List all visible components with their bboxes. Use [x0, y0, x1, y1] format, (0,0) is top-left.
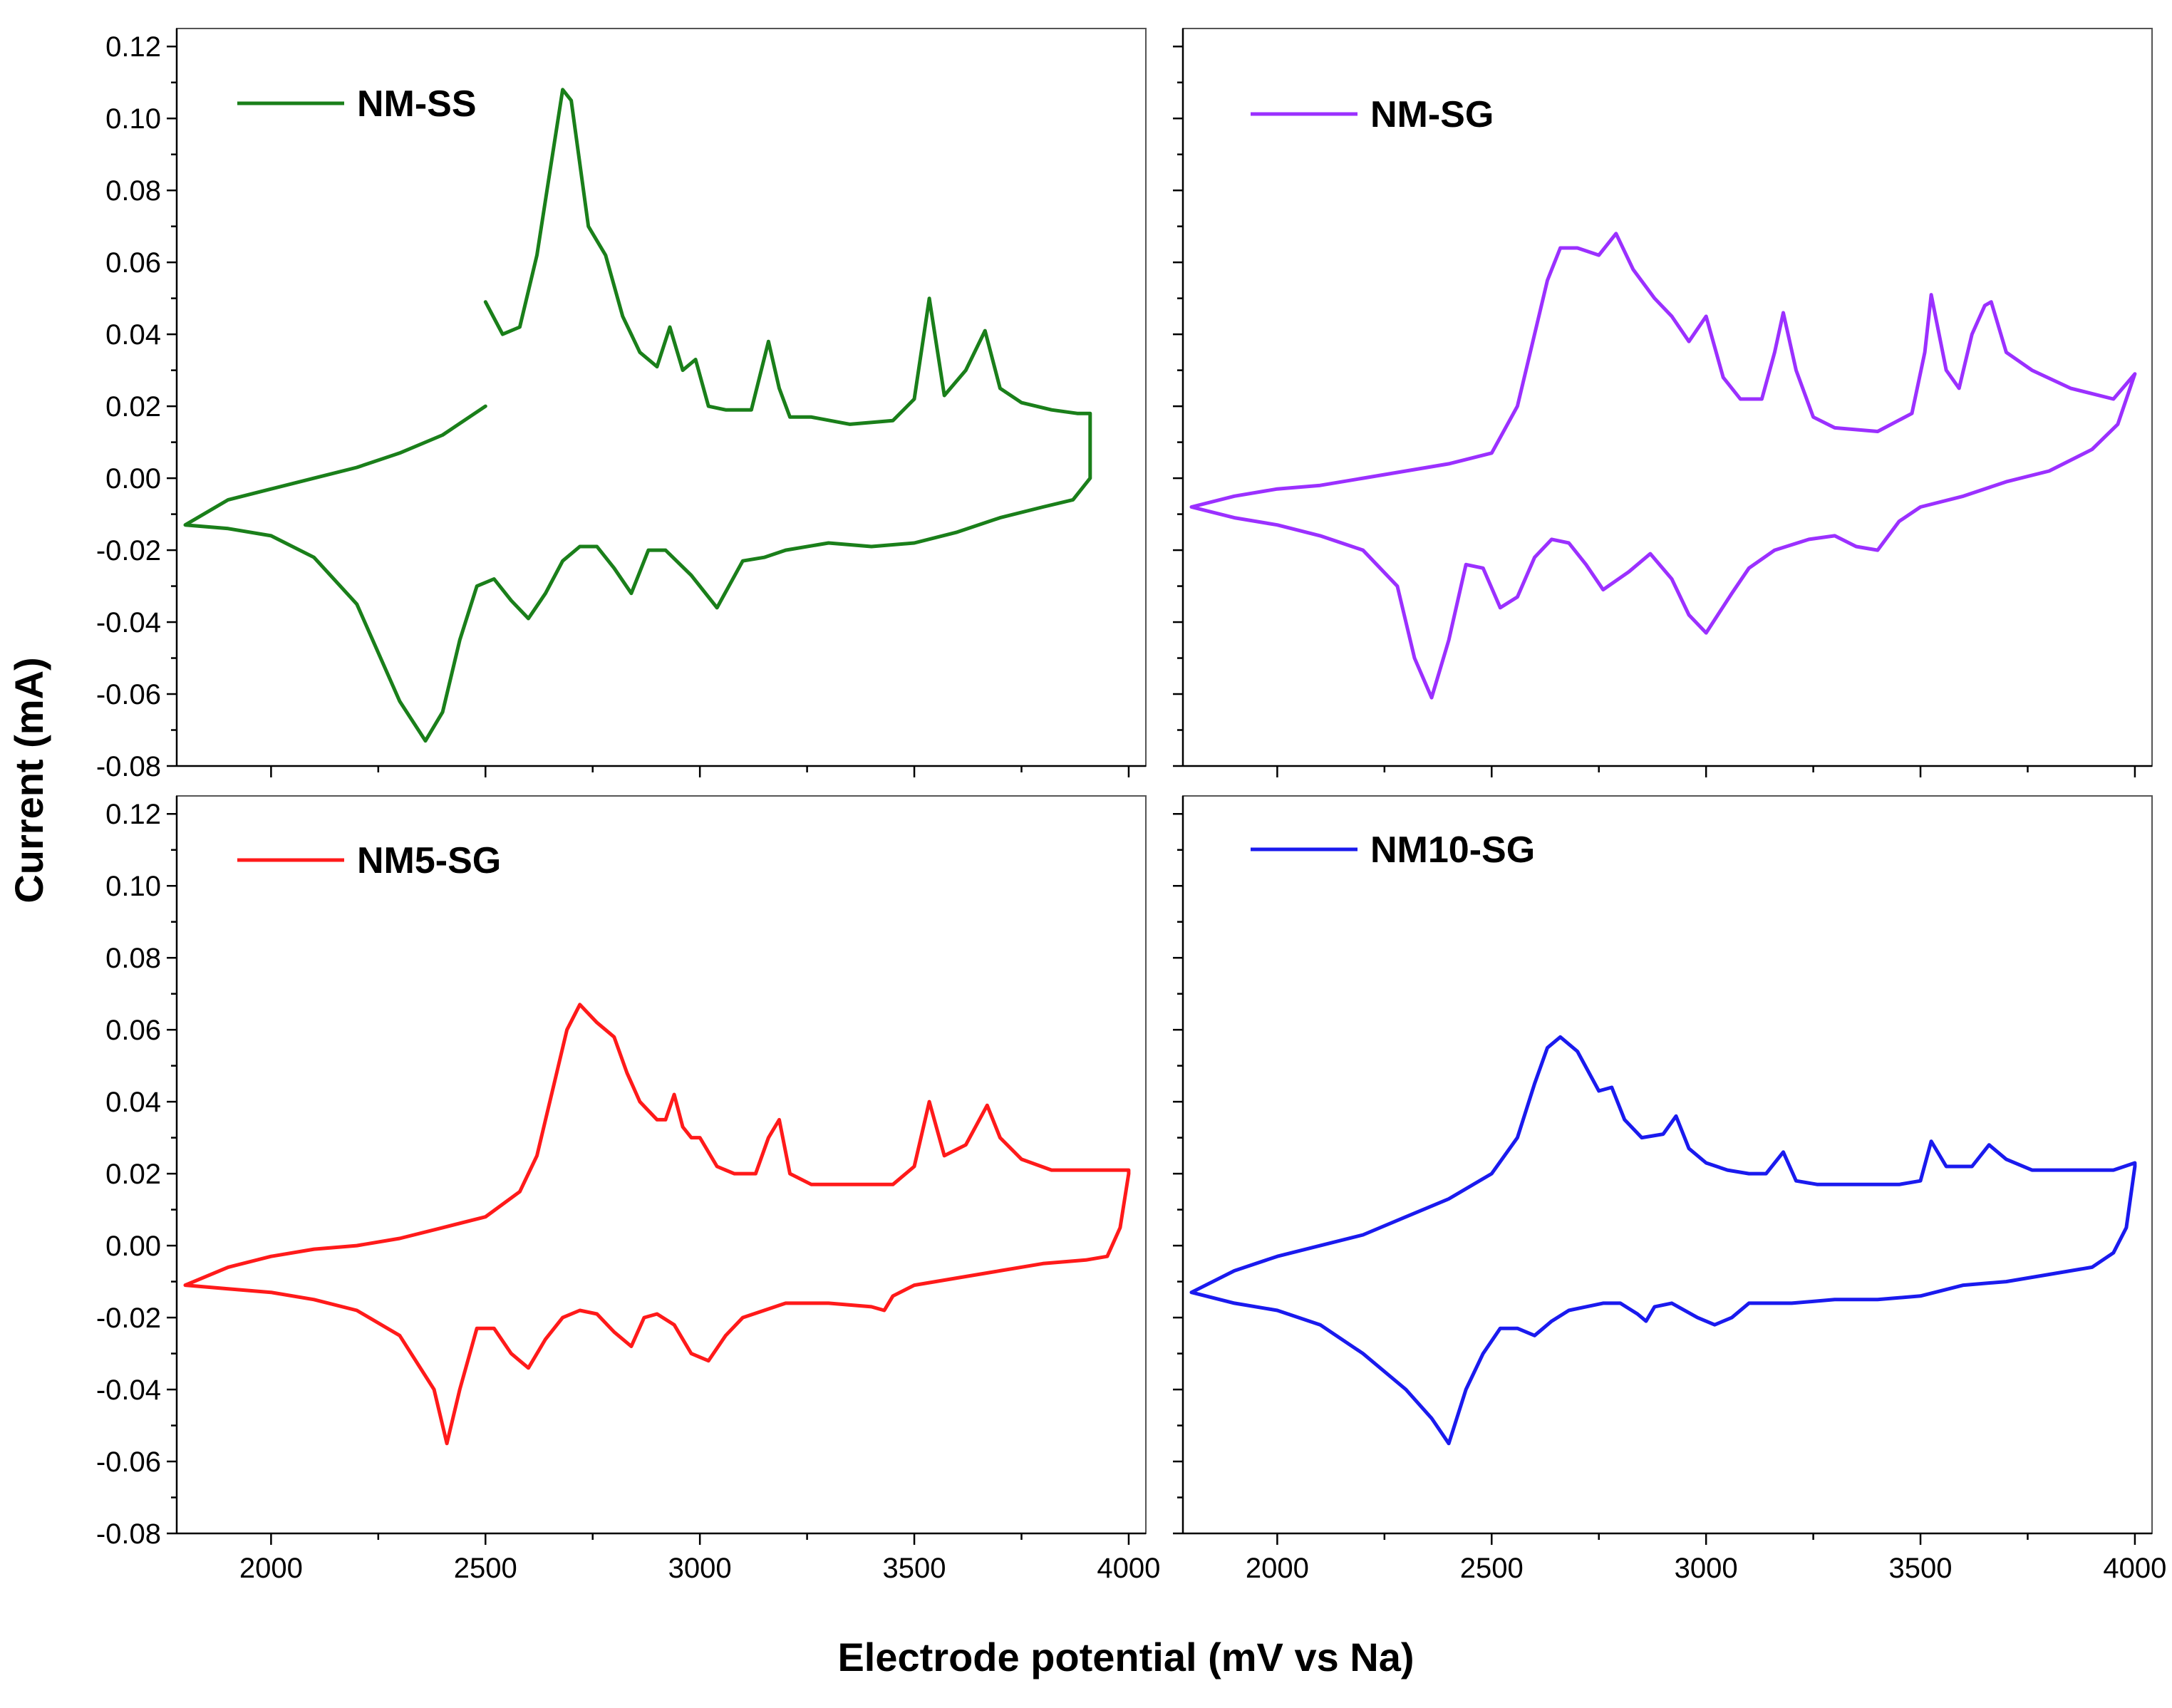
y-tick-label: 0.06 — [105, 247, 161, 279]
panel-nm5-sg: -0.08 -0.06 -0.04 -0.02 0.00 0.02 0.04 0.06 0.08… — [96, 795, 1160, 1584]
y-tick-label: 0.12 — [105, 799, 161, 830]
y-tick-label: 0.12 — [105, 31, 161, 63]
x-tick-label: 4000 — [2103, 1553, 2166, 1584]
cv-curve-nm10-sg — [1189, 1035, 2137, 1446]
x-tick-label: 3500 — [1889, 1553, 1953, 1584]
panel-nm-sg: NM-SG — [1173, 28, 2153, 777]
y-tick-label: -0.06 — [96, 1446, 161, 1478]
y-tick-label: 0.08 — [105, 175, 161, 207]
cv-curve-nm-sg — [1189, 232, 2137, 700]
y-tick-label: -0.04 — [96, 607, 161, 638]
x-tick-label: 4000 — [1097, 1553, 1160, 1584]
y-tick-label: -0.08 — [96, 1518, 161, 1550]
y-tick-label: 0.08 — [105, 943, 161, 974]
y-tick-label: 0.02 — [105, 391, 161, 423]
y-tick-label: -0.04 — [96, 1375, 161, 1406]
x-tick-label: 2000 — [1246, 1553, 1309, 1584]
y-tick-label: 0.00 — [105, 1231, 161, 1262]
y-tick-label: 0.04 — [105, 319, 161, 351]
panels-layer: -0.08 -0.06 -0.04 -0.02 0.00 0.02 0.04 0.06 0.08… — [96, 28, 2166, 1584]
panel-frame — [176, 28, 1147, 767]
cv-curve-nm5-sg — [183, 1003, 1131, 1446]
y-tick-label: -0.06 — [96, 679, 161, 710]
panel-frame — [1182, 28, 2153, 767]
y-tick-label: 0.04 — [105, 1087, 161, 1118]
legend-label: NM10-SG — [1370, 829, 1535, 871]
legend-label: NM-SS — [357, 83, 477, 125]
y-axis-title: Current (mA) — [6, 657, 51, 903]
y-tick-label: -0.02 — [96, 535, 161, 566]
y-tick-label: -0.08 — [96, 751, 161, 782]
y-tick-label: 0.10 — [105, 103, 161, 135]
x-tick-label: 2500 — [454, 1553, 517, 1584]
x-tick-label: 2500 — [1460, 1553, 1524, 1584]
x-tick-label: 3000 — [668, 1553, 732, 1584]
panel-nm-ss: -0.08 -0.06 -0.04 -0.02 0.00 0.02 0.04 0.06 0.08… — [96, 28, 1147, 782]
panel-frame — [176, 795, 1147, 1534]
legend-label: NM-SG — [1370, 94, 1494, 135]
x-axis-title: Electrode potential (mV vs Na) — [837, 1635, 1414, 1679]
y-tick-label: 0.02 — [105, 1159, 161, 1190]
cv-curve-nm-ss — [183, 88, 1092, 743]
x-tick-label: 3500 — [883, 1553, 946, 1584]
y-tick-label: 0.00 — [105, 463, 161, 495]
y-tick-label: -0.02 — [96, 1303, 161, 1334]
x-tick-label: 2000 — [239, 1553, 303, 1584]
legend-label: NM5-SG — [357, 840, 501, 881]
panel-nm10-sg: 2000 2500 3000 3500 4000 NM10-SG — [1173, 795, 2166, 1584]
panel-frame — [1182, 795, 2153, 1534]
x-tick-label: 3000 — [1675, 1553, 1738, 1584]
y-tick-label: 0.10 — [105, 871, 161, 902]
y-tick-label: 0.06 — [105, 1015, 161, 1046]
